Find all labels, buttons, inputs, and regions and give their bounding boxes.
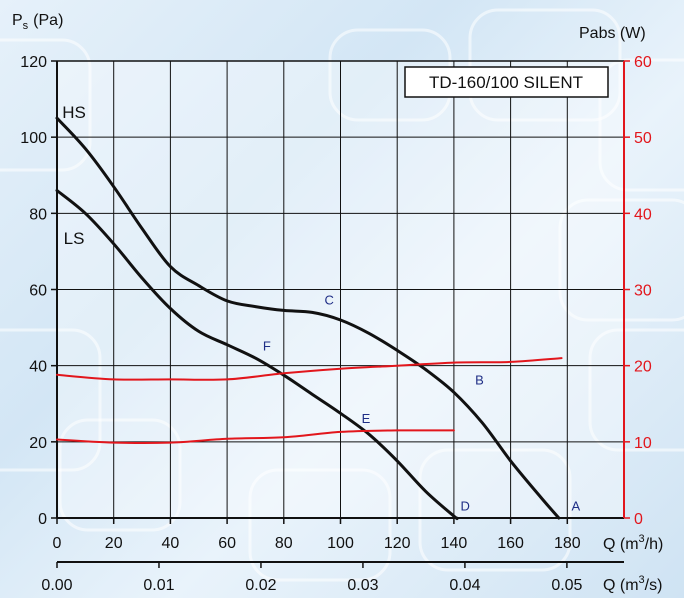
bg-shape-8 <box>418 448 572 572</box>
x-axis-label-unit: /h) <box>645 536 664 553</box>
x2-tick-0.02: 0.02 <box>245 577 276 594</box>
x-tick-140: 140 <box>441 535 468 552</box>
x2-tick-0.03: 0.03 <box>347 577 378 594</box>
y-tick-100: 100 <box>20 130 47 147</box>
y2-tick-40: 40 <box>634 206 652 223</box>
y-tick-20: 20 <box>29 435 47 452</box>
point-label-a: A <box>571 498 580 513</box>
curve-label-ls: LS <box>64 229 85 248</box>
y-tick-80: 80 <box>29 206 47 223</box>
x-tick-60: 60 <box>218 535 236 552</box>
bg-shape-7 <box>248 468 392 582</box>
x2-tick-0.01: 0.01 <box>143 577 174 594</box>
x-tick-100: 100 <box>327 535 354 552</box>
y2-tick-60: 60 <box>634 54 652 71</box>
x2-axis-label-unit: /s) <box>645 577 663 594</box>
x-tick-0: 0 <box>53 535 62 552</box>
x2-tick-0.00: 0.00 <box>41 577 72 594</box>
x-tick-120: 120 <box>384 535 411 552</box>
y-axis-label: Ps (Pa) <box>12 12 63 32</box>
bg-shape-9 <box>0 38 92 172</box>
point-label-c: C <box>324 293 333 308</box>
point-label-d: D <box>461 498 470 513</box>
x2-tick-0.04: 0.04 <box>449 577 480 594</box>
y2-tick-20: 20 <box>634 359 652 376</box>
x2-axis-label: Q (m3/s) <box>603 574 662 594</box>
x-tick-80: 80 <box>275 535 293 552</box>
y-tick-0: 0 <box>38 511 47 528</box>
point-label-f: F <box>263 338 271 353</box>
x2-axis-label-main: Q (m <box>603 577 639 594</box>
x2-axis-label-sup: 3 <box>639 574 645 586</box>
title-box: TD-160/100 SILENT <box>404 66 609 98</box>
bg-shape-2 <box>598 58 684 192</box>
x-tick-160: 160 <box>497 535 524 552</box>
x-axis-label: Q (m3/h) <box>603 533 663 553</box>
chart-title: TD-160/100 SILENT <box>429 73 583 92</box>
y2-axis-label: Pabs (W) <box>579 25 646 42</box>
x-tick-20: 20 <box>105 535 123 552</box>
x2-tick-0.05: 0.05 <box>551 577 582 594</box>
axes <box>51 60 630 568</box>
y2-tick-10: 10 <box>634 435 652 452</box>
y-axis-label-unit: (Pa) <box>33 12 63 29</box>
x-tick-180: 180 <box>554 535 581 552</box>
series-line-power-ls <box>56 429 455 445</box>
x-axis-label-sup: 3 <box>639 533 645 545</box>
point-label-b: B <box>475 373 484 388</box>
bg-shape-3 <box>558 198 684 322</box>
series-line-power-hs <box>56 357 563 381</box>
y-tick-120: 120 <box>20 54 47 71</box>
bg-shape-1 <box>468 8 622 122</box>
bg-shape-6 <box>58 418 182 532</box>
x-tick-40: 40 <box>162 535 180 552</box>
bg-shape-4 <box>588 328 684 452</box>
y-tick-60: 60 <box>29 283 47 300</box>
title-frame <box>404 66 609 98</box>
curve-label-hs: HS <box>62 103 86 122</box>
tick-labels: 0 20 40 60 80 100 120 0 10 20 30 40 50 60 0 20 40 60 80 100… <box>20 54 652 594</box>
point-label-e: E <box>362 411 371 426</box>
x-axis-label-main: Q (m <box>603 536 639 553</box>
y-axis-label-main: P <box>12 12 23 29</box>
series-line-ls <box>55 189 459 521</box>
y2-tick-50: 50 <box>634 130 652 147</box>
bg-shape-5 <box>0 328 102 472</box>
annotations: HS LS A B C D E F <box>62 103 580 513</box>
y2-tick-30: 30 <box>634 283 652 300</box>
series-line-hs <box>55 116 561 520</box>
y-tick-40: 40 <box>29 359 47 376</box>
series-lines <box>55 116 563 521</box>
y2-tick-0: 0 <box>634 511 643 528</box>
y-axis-label-sub: s <box>23 20 29 32</box>
